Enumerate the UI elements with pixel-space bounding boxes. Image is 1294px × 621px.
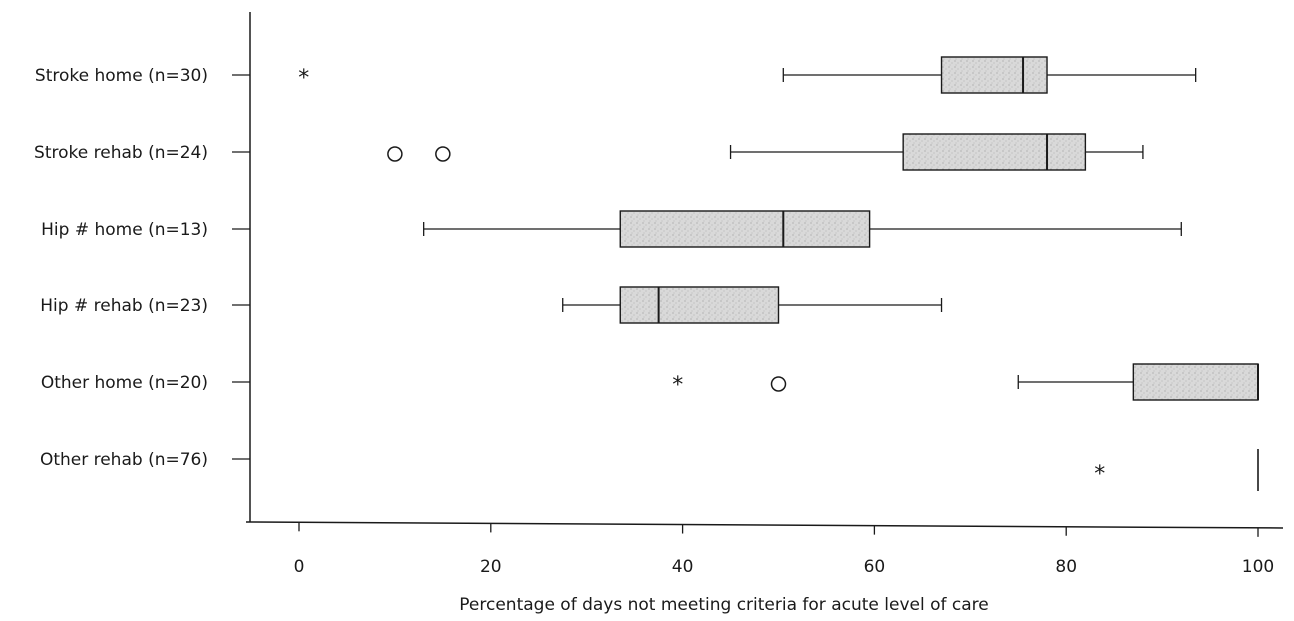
extreme-marker: * — [672, 373, 683, 398]
x-axis-title: Percentage of days not meeting criteria … — [459, 595, 988, 615]
outlier-marker — [770, 376, 787, 392]
y-category-labels: Stroke home (n=30) Stroke rehab (n=24) Hip… — [34, 66, 250, 470]
x-axis-line — [245, 521, 1284, 529]
x-tick-label: 60 — [864, 557, 886, 577]
y-category-label: Stroke home (n=30) — [35, 66, 208, 86]
x-tick-label: 20 — [480, 557, 502, 577]
box-iqr — [619, 286, 780, 324]
x-tick-label: 40 — [672, 557, 694, 577]
box-series: * * * — [298, 56, 1259, 491]
x-tick-label: 0 — [294, 557, 305, 577]
box-iqr — [619, 210, 871, 248]
y-category-label: Other home (n=20) — [41, 373, 208, 393]
x-tick-label: 100 — [1242, 557, 1274, 577]
y-category-label: Stroke rehab (n=24) — [34, 143, 208, 163]
x-ticks: 0 20 40 60 80 100 — [294, 522, 1274, 577]
box-iqr — [940, 56, 1048, 94]
x-tick-label: 80 — [1055, 557, 1077, 577]
extreme-marker: * — [298, 66, 309, 91]
outlier-marker — [435, 146, 451, 162]
y-category-label: Hip # home (n=13) — [41, 220, 208, 240]
y-category-label: Hip # rehab (n=23) — [40, 296, 208, 316]
extreme-marker: * — [1094, 462, 1105, 487]
box-iqr — [1132, 363, 1259, 401]
y-category-label: Other rehab (n=76) — [40, 450, 208, 470]
outlier-marker — [387, 146, 403, 162]
box-iqr — [902, 133, 1087, 171]
